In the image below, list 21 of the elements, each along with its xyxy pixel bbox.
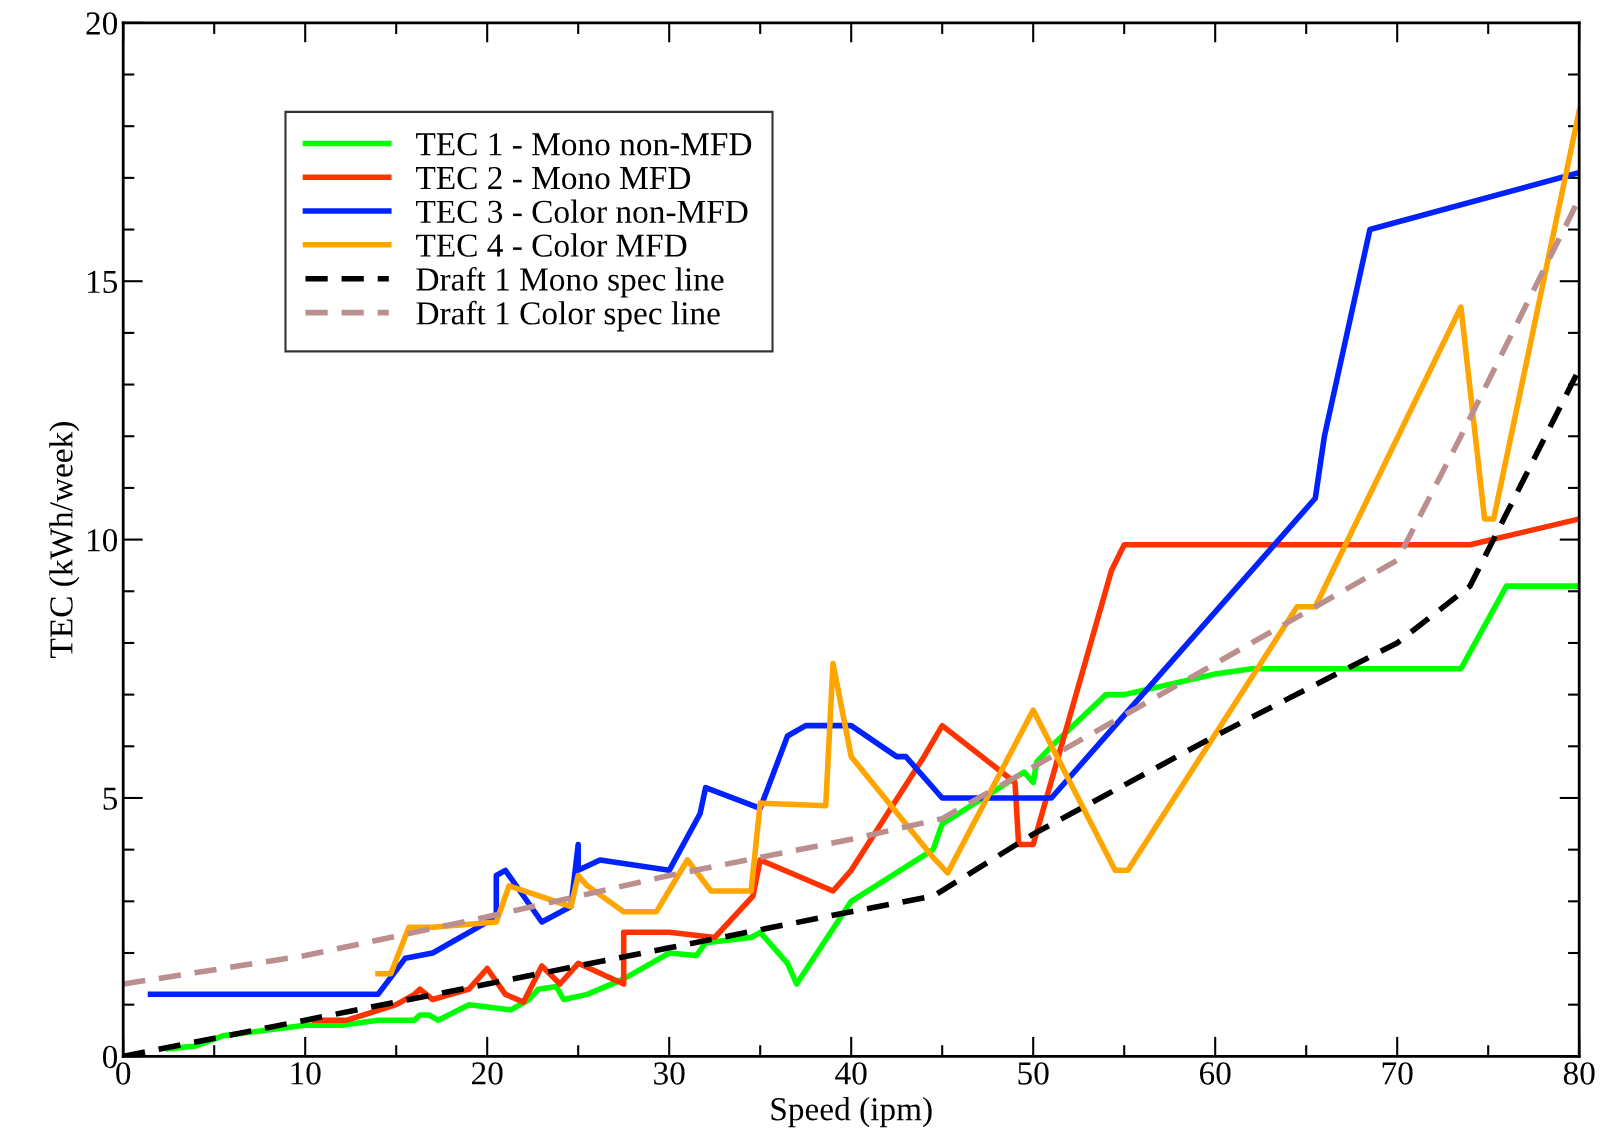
x-tick-label: 30 xyxy=(654,1062,685,1085)
legend-label: TEC 4 - Color MFD xyxy=(416,233,687,257)
x-tick-label: 20 xyxy=(472,1062,503,1085)
x-tick-label: 60 xyxy=(1199,1062,1231,1085)
y-axis-title: TEC (kWh/week) xyxy=(49,422,80,658)
x-tick-label: 50 xyxy=(1018,1062,1049,1085)
x-axis-title: Speed (ipm) xyxy=(771,1097,932,1128)
legend-label: Draft 1 Color spec line xyxy=(416,300,720,332)
x-tick-label: 70 xyxy=(1382,1062,1413,1085)
y-tick-label: 0 xyxy=(102,1045,118,1069)
x-tick-label: 40 xyxy=(835,1062,867,1085)
legend-label: TEC 2 - Mono MFD xyxy=(416,166,691,190)
y-tick-label: 20 xyxy=(86,12,118,35)
x-tick-label: 80 xyxy=(1563,1062,1595,1085)
legend-label: TEC 1 - Mono non-MFD xyxy=(416,133,752,156)
y-tick-label: 15 xyxy=(87,270,118,294)
legend-label: TEC 3 - Color non-MFD xyxy=(416,199,748,224)
legend-label: Draft 1 Mono spec line xyxy=(416,266,724,298)
y-tick-label: 5 xyxy=(103,787,118,810)
y-tick-label: 10 xyxy=(87,528,118,552)
x-tick-label: 10 xyxy=(291,1062,321,1085)
